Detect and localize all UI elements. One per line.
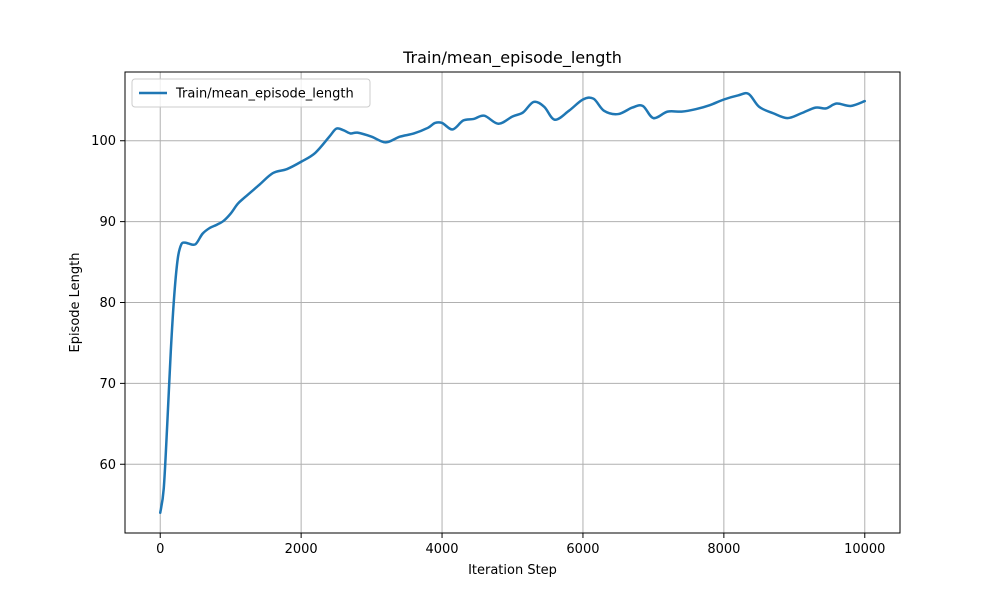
y-tick-label: 70: [99, 377, 116, 392]
x-tick-label: 10000: [844, 542, 885, 557]
x-tick-label: 8000: [707, 542, 740, 557]
y-tick-label: 100: [91, 134, 116, 149]
legend-box: [131, 78, 371, 108]
legend-entry-label: Train/mean_episode_length: [175, 87, 354, 102]
y-tick-label: 90: [99, 215, 116, 230]
y-axis-ticks: 60 70 80 90 100: [91, 134, 125, 473]
x-axis-ticks: 0 2000 4000 6000 8000 10000: [156, 533, 885, 557]
x-tick-label: 2000: [285, 542, 318, 557]
y-tick-label: 60: [99, 458, 116, 473]
legend: Train/mean_episode_length: [131, 78, 371, 108]
x-axis-label: Iteration Step: [468, 563, 557, 578]
x-tick-label: 0: [156, 542, 164, 557]
series-line-0: [158, 91, 867, 515]
y-tick-label: 80: [99, 296, 116, 311]
y-axis-label: Episode Length: [68, 252, 83, 352]
x-tick-label: 4000: [425, 542, 458, 557]
chart-title: Train/mean_episode_length: [402, 48, 622, 68]
grid-lines: [125, 72, 900, 533]
series-layer: [158, 91, 867, 515]
x-tick-label: 6000: [566, 542, 599, 557]
